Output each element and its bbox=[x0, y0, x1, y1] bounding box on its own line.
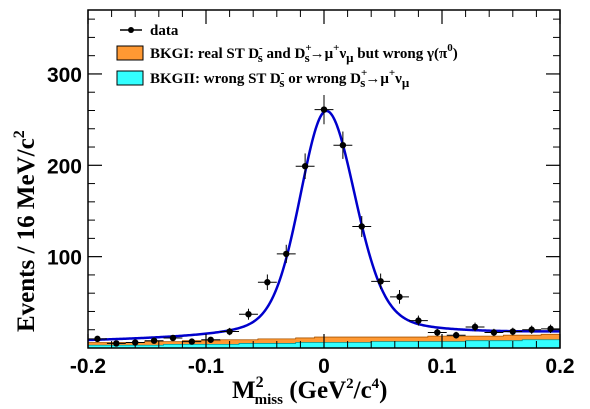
data-point bbox=[106, 340, 126, 347]
axis-ticks: -0.2 -0.1 0 0.1 0.2 100 200 300 bbox=[47, 10, 575, 378]
data-point bbox=[371, 273, 391, 290]
data-points bbox=[88, 94, 560, 347]
x-axis-title: M2 miss (GeV2/c4) bbox=[232, 374, 388, 408]
data-point bbox=[144, 337, 164, 344]
legend-bkg1-swatch bbox=[116, 45, 144, 61]
data-point bbox=[257, 274, 277, 290]
legend: data BKGI: real ST D-s and D+ s→μ+νμ but … bbox=[116, 23, 458, 90]
y-axis-title: Events / 16 MeV/c2 bbox=[11, 130, 40, 332]
legend-data-label: data bbox=[150, 23, 179, 39]
legend-bkg2-swatch bbox=[116, 70, 144, 86]
x-tick-label: -0.1 bbox=[188, 355, 225, 378]
data-point bbox=[390, 289, 409, 304]
data-point bbox=[182, 338, 202, 345]
data-point bbox=[220, 327, 240, 336]
legend-bkg1-label: BKGI: real ST D-s and D+ s→μ+νμ but wrong… bbox=[150, 42, 458, 65]
data-point bbox=[239, 308, 258, 320]
data-point bbox=[163, 334, 183, 342]
y-tick-label: 200 bbox=[47, 155, 82, 178]
data-point bbox=[333, 131, 353, 159]
data-point bbox=[503, 327, 523, 336]
x-tick-label: 0.1 bbox=[427, 355, 457, 378]
fit-curve bbox=[87, 109, 560, 342]
data-point bbox=[522, 325, 542, 334]
data-point bbox=[465, 322, 485, 332]
y-tick-label: 300 bbox=[47, 64, 82, 87]
x-tick-label: 0.2 bbox=[545, 355, 574, 378]
data-point bbox=[352, 215, 372, 238]
data-point bbox=[446, 331, 466, 339]
data-point bbox=[201, 336, 221, 343]
data-point bbox=[295, 153, 315, 179]
x-tick-label: -0.2 bbox=[70, 355, 106, 378]
x-tick-label: 0 bbox=[318, 355, 330, 378]
legend-data-marker bbox=[120, 27, 142, 33]
data-point bbox=[541, 324, 560, 334]
y-tick-label: 100 bbox=[47, 247, 82, 270]
data-point bbox=[314, 94, 334, 125]
legend-bkg2-label: BKGII: wrong ST D-s or wrong D+ s→μ+νμ bbox=[150, 67, 410, 90]
data-point bbox=[484, 328, 504, 337]
data-point bbox=[427, 328, 447, 337]
data-point bbox=[88, 335, 107, 343]
data-point bbox=[276, 244, 296, 264]
data-point bbox=[408, 315, 428, 326]
